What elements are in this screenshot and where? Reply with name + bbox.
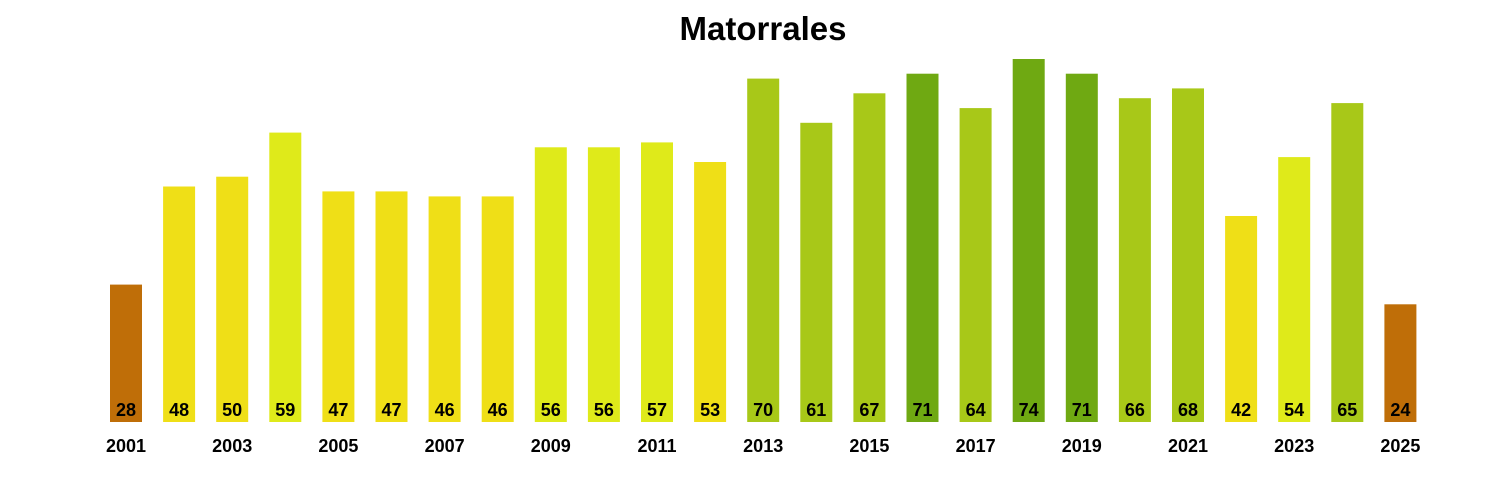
x-tick-2015: 2015 [849,436,889,456]
bar-2024 [1331,103,1364,422]
x-tick-2007: 2007 [425,436,465,456]
bar-2005 [322,191,355,422]
bar-2017 [959,108,992,422]
x-tick-2021: 2021 [1168,436,1208,456]
data-label-2018: 74 [1019,400,1039,420]
data-label-2007: 46 [435,400,455,420]
data-label-2011: 57 [647,400,667,420]
data-label-2008: 46 [488,400,508,420]
x-tick-2013: 2013 [743,436,783,456]
bar-2016 [906,73,939,422]
data-label-2006: 47 [381,400,401,420]
data-label-2017: 64 [966,400,986,420]
bar-2012 [694,162,727,422]
x-tick-2025: 2025 [1380,436,1420,456]
data-label-2023: 54 [1284,400,1304,420]
data-label-2013: 70 [753,400,773,420]
data-label-2025: 24 [1390,400,1410,420]
x-tick-2017: 2017 [956,436,996,456]
bar-2015 [853,93,886,423]
data-label-2016: 71 [912,400,932,420]
bar-2021 [1172,88,1204,423]
data-label-2001: 28 [116,400,136,420]
data-label-2021: 68 [1178,400,1198,420]
bar-2019 [1065,73,1098,422]
bar-2014 [800,122,833,423]
x-tick-2011: 2011 [637,436,676,456]
bar-2011 [641,142,673,422]
data-label-2012: 53 [700,400,720,420]
x-tick-2019: 2019 [1062,436,1102,456]
data-label-2004: 59 [275,400,295,420]
data-label-2009: 56 [541,400,561,420]
bar-2018 [1012,59,1045,422]
bar-2009 [534,147,567,423]
data-label-2002: 48 [169,400,189,420]
bar-2004 [269,132,302,422]
data-label-2022: 42 [1231,400,1251,420]
x-tick-2001: 2001 [106,436,146,456]
bar-2020 [1118,98,1151,422]
data-label-2024: 65 [1337,400,1357,420]
bar-2022 [1225,216,1258,422]
bar-2001 [110,284,142,422]
data-label-2005: 47 [328,400,348,420]
bar-2023 [1278,157,1311,422]
chart-title: Matorrales [679,10,847,47]
bar-2002 [163,186,196,422]
data-label-2014: 61 [806,400,826,420]
x-tick-2003: 2003 [212,436,252,456]
x-tick-2009: 2009 [531,436,571,456]
bar-2008 [481,196,514,422]
data-label-2015: 67 [859,400,879,420]
bar-2007 [428,196,461,422]
x-tick-2023: 2023 [1274,436,1314,456]
data-label-2003: 50 [222,400,242,420]
data-label-2019: 71 [1072,400,1092,420]
bar-2006 [375,191,408,422]
x-tick-2005: 2005 [318,436,358,456]
bar-2010 [587,147,620,423]
data-label-2010: 56 [594,400,614,420]
data-label-2020: 66 [1125,400,1145,420]
bar-2025 [1384,304,1417,422]
bar-2013 [747,78,780,422]
bar-2003 [216,176,249,422]
